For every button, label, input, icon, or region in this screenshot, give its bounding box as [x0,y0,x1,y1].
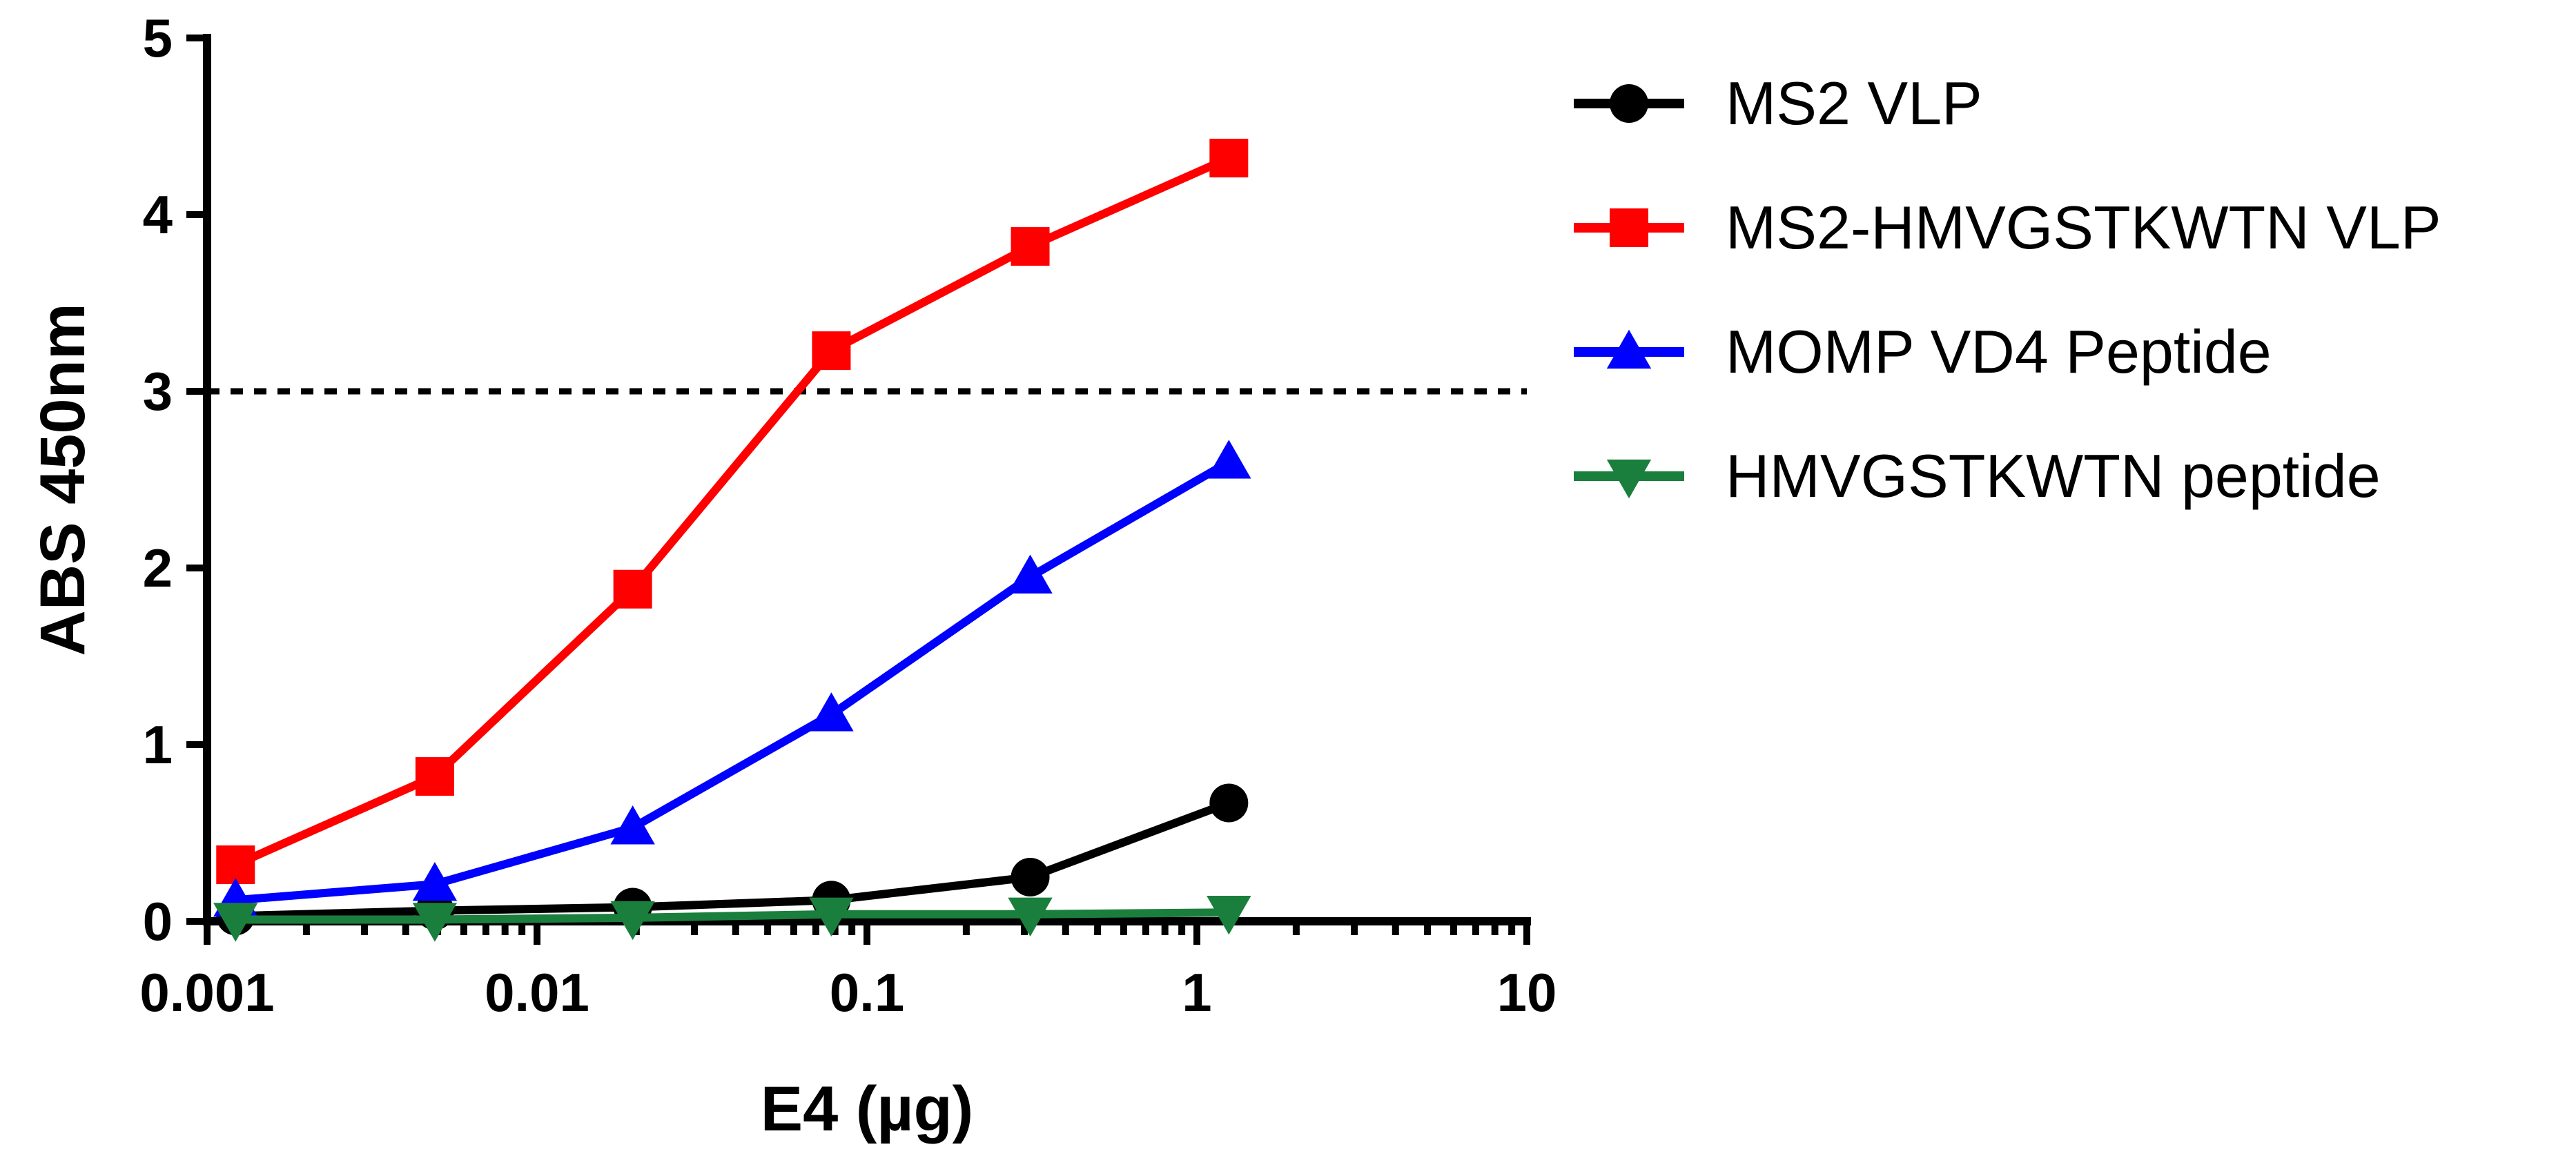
legend-marker [1606,459,1652,499]
data-point [1209,139,1249,178]
y-tick-label: 5 [143,8,173,68]
legend-item-2: MOMP VD4 Peptide [1574,317,2272,386]
data-point [1008,897,1053,936]
legend: MS2 VLP MS2-HMVGSTKWTN VLP MOMP VD4 Peptid… [1574,69,2441,510]
x-axis-title: E4 (µg) [761,1074,974,1144]
x-tick-label: 10 [1497,962,1557,1023]
series-group [213,139,1251,942]
data-point [613,569,652,609]
legend-label: MS2 VLP [1726,69,1982,137]
legend-item-1: MS2-HMVGSTKWTN VLP [1574,193,2441,262]
legend-item-3: HMVGSTKWTN peptide [1574,442,2381,510]
legend-label: MS2-HMVGSTKWTN VLP [1726,193,2441,262]
data-point [812,331,851,371]
data-point [809,692,854,732]
y-tick-label: 4 [143,184,173,245]
y-tick-label: 3 [143,361,173,422]
legend-label: MOMP VD4 Peptide [1726,317,2272,386]
x-tick-label: 0.001 [139,962,274,1023]
data-point [610,805,655,845]
x-tick-label: 0.1 [830,962,904,1023]
series-3 [213,896,1251,942]
series-line [235,908,1229,924]
series-2 [213,440,1251,917]
data-point [1207,440,1251,479]
series-line [235,458,1231,905]
data-point [1207,896,1251,935]
data-point [216,845,255,885]
data-point [1011,858,1050,896]
series-1 [216,139,1249,885]
data-point [610,901,655,941]
data-point [412,862,458,901]
data-point [809,897,854,936]
y-tick-label: 2 [143,538,173,598]
axes: 0 1 2 3 4 5 0.001 0.01 0.1 1 10 E4 (µg) ABS 450nm [28,8,1557,1144]
x-tick-label: 0.01 [485,962,589,1023]
legend-marker [1610,208,1648,247]
legend-marker [1606,329,1652,369]
data-point [1008,554,1053,594]
legend-marker [1610,84,1648,123]
data-point [412,903,458,942]
legend-label: HMVGSTKWTN peptide [1726,442,2381,510]
legend-item-0: MS2 VLP [1574,69,1982,137]
data-point [213,903,258,942]
data-point [1011,227,1050,266]
y-axis-title: ABS 450nm [28,303,98,656]
x-tick-label: 1 [1182,962,1211,1023]
series-line [233,154,1231,869]
data-point [1209,783,1249,823]
data-point [415,757,454,796]
y-tick-label: 1 [143,714,173,775]
series-line [235,798,1231,921]
y-tick-label: 0 [143,891,173,952]
